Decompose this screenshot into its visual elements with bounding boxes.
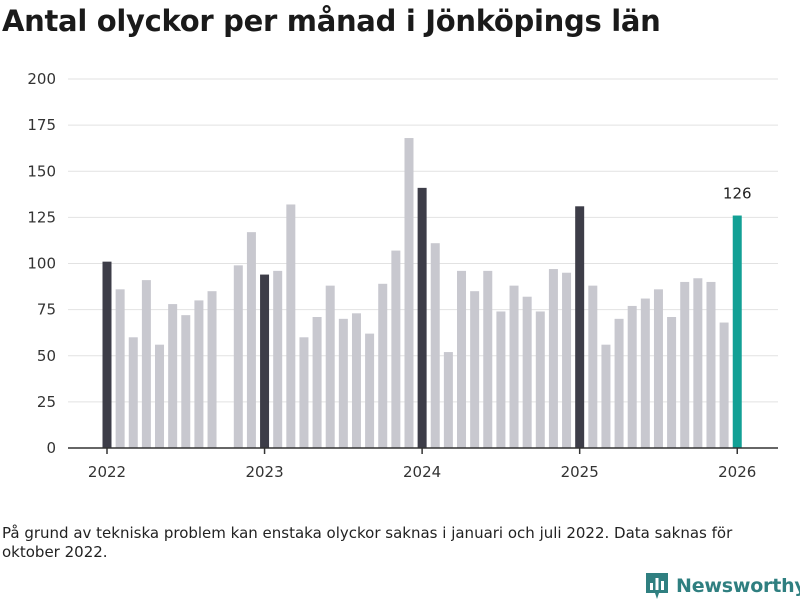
- bar-2022-4: [141, 280, 151, 448]
- bar-2025-3: [601, 344, 611, 448]
- y-tick-label: 100: [27, 255, 56, 273]
- y-tick-label: 200: [27, 70, 56, 88]
- bar-2022-1: [102, 261, 112, 448]
- bar-2023-3: [286, 204, 296, 448]
- bar-chart-logo-icon: [646, 573, 668, 599]
- bar-2025-2: [588, 285, 598, 448]
- bar-2024-9: [522, 296, 532, 448]
- bar-2025-11: [706, 281, 716, 448]
- bar-2023-11: [391, 250, 401, 448]
- y-tick-label: 25: [37, 393, 56, 411]
- bar-2023-9: [365, 333, 375, 448]
- bar-2024-7: [496, 311, 506, 448]
- brand-name: Newsworthy: [676, 575, 800, 597]
- bar-2023-1: [260, 274, 270, 448]
- bar-2022-3: [128, 337, 138, 448]
- y-axis-ticks: 0 25 50 75 100 125 150 175 200: [27, 70, 56, 457]
- bar-2025-9: [680, 281, 690, 448]
- x-tick-label: 2025: [561, 463, 599, 481]
- bar-2023-5: [312, 317, 322, 448]
- chart-title: Antal olyckor per månad i Jönköpings län: [2, 4, 661, 38]
- y-tick-label: 50: [37, 347, 56, 365]
- bar-2023-6: [325, 285, 335, 448]
- bar-2024-2: [430, 243, 440, 448]
- bar-2025-1: [575, 206, 585, 448]
- bar-2024-12: [562, 272, 572, 448]
- bar-2025-5: [627, 305, 637, 448]
- x-tick-label: 2023: [245, 463, 283, 481]
- latest-value-label: 126: [723, 185, 752, 203]
- y-tick-label: 75: [37, 301, 56, 319]
- bar-2024-3: [443, 352, 453, 448]
- bar-2023-2: [273, 270, 283, 448]
- bar-2022-6: [168, 304, 178, 448]
- bars: [102, 138, 742, 449]
- bar-2023-4: [299, 337, 309, 448]
- footnote: På grund av tekniska problem kan enstaka…: [2, 524, 733, 561]
- bar-2024-10: [535, 311, 545, 448]
- bar-2022-7: [181, 315, 191, 448]
- x-tick-label: 2026: [718, 463, 756, 481]
- bar-2023-7: [338, 318, 348, 448]
- bar-2025-8: [667, 317, 677, 448]
- bar-2022-5: [155, 344, 165, 448]
- bar-2024-5: [470, 291, 480, 448]
- y-tick-label: 150: [27, 162, 56, 180]
- bar-2023-8: [351, 313, 361, 448]
- x-tick-label: 2024: [403, 463, 441, 481]
- bar-2024-4: [457, 270, 467, 448]
- annotations: 126: [723, 185, 752, 203]
- bar-2022-8: [194, 300, 204, 448]
- bar-2025-12: [719, 322, 729, 448]
- x-tick-label: 2022: [88, 463, 126, 481]
- bar-2022-12: [246, 232, 256, 448]
- bar-2025-7: [653, 289, 663, 448]
- bar-2024-11: [548, 269, 558, 448]
- bar-2025-10: [693, 278, 703, 448]
- bar-2025-4: [614, 318, 624, 448]
- bar-2023-10: [378, 283, 388, 448]
- bar-2022-9: [207, 291, 217, 448]
- bar-2022-2: [115, 289, 125, 448]
- bar-2022-11: [233, 265, 243, 448]
- bar-2024-1: [417, 187, 427, 449]
- y-tick-label: 175: [27, 116, 56, 134]
- bar-2025-6: [640, 298, 650, 448]
- bar-2024-8: [509, 285, 519, 448]
- bar-2023-12: [404, 138, 414, 449]
- brand-logo[interactable]: Newsworthy: [644, 570, 800, 602]
- bar-2026-1: [732, 215, 742, 448]
- y-tick-label: 125: [27, 208, 56, 226]
- x-axis: 2022 2023 2024 2025 2026: [68, 447, 778, 481]
- y-tick-label: 0: [46, 439, 56, 457]
- bar-2024-6: [483, 270, 493, 448]
